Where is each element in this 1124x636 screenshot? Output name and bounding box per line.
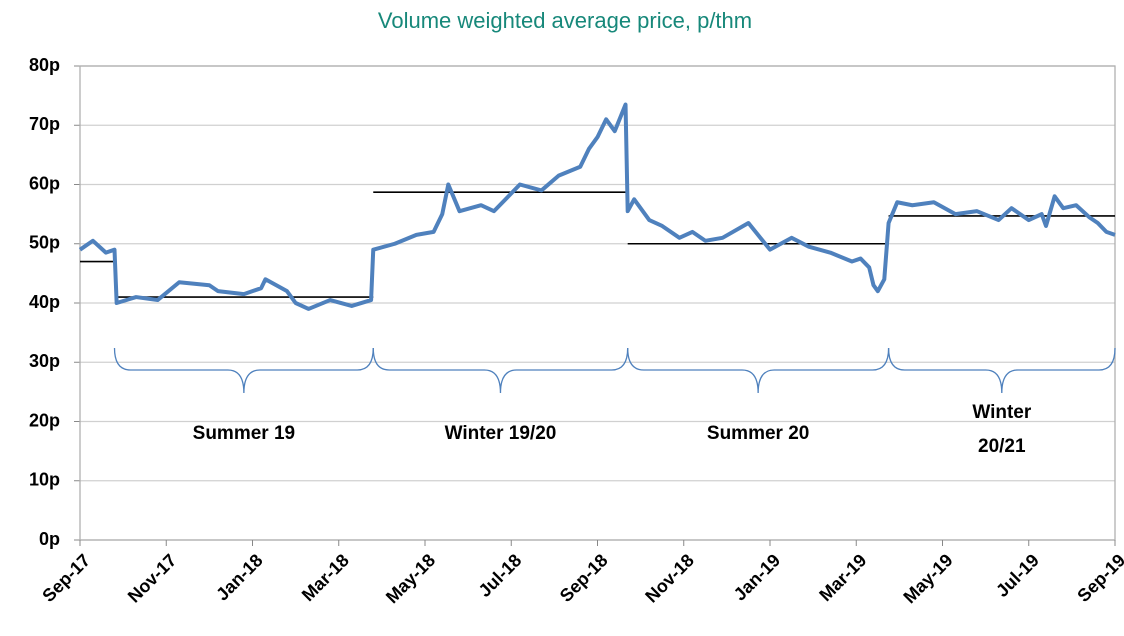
x-tick-label: Jul-19 bbox=[992, 550, 1043, 601]
period-brace bbox=[887, 347, 1116, 394]
x-tick-label: Mar-18 bbox=[298, 550, 353, 605]
y-tick-label: 20p bbox=[29, 410, 60, 430]
x-tick-label: Jan-18 bbox=[212, 550, 266, 604]
x-tick-label: Sep-17 bbox=[38, 550, 94, 606]
x-tick-label: Nov-18 bbox=[641, 550, 698, 607]
x-tick-label: Jan-19 bbox=[730, 550, 784, 604]
period-brace bbox=[372, 347, 629, 394]
period-label: Winter bbox=[972, 402, 1032, 423]
y-tick-label: 30p bbox=[29, 351, 60, 371]
chart-title: Volume weighted average price, p/thm bbox=[378, 8, 752, 33]
period-brace bbox=[627, 347, 890, 394]
period-label: 20/21 bbox=[978, 436, 1026, 457]
period-label: Summer 19 bbox=[193, 423, 295, 444]
y-tick-label: 80p bbox=[29, 55, 60, 75]
x-tick-label: Sep-19 bbox=[1073, 550, 1124, 606]
y-tick-label: 10p bbox=[29, 470, 60, 490]
x-tick-label: Jul-18 bbox=[475, 550, 526, 601]
y-tick-label: 0p bbox=[39, 529, 60, 549]
period-brace bbox=[113, 347, 374, 394]
y-tick-label: 70p bbox=[29, 114, 60, 134]
period-label: Winter 19/20 bbox=[445, 423, 557, 444]
period-label: Summer 20 bbox=[707, 423, 809, 444]
x-tick-label: Mar-19 bbox=[815, 550, 870, 605]
x-tick-label: Sep-18 bbox=[556, 550, 612, 606]
y-tick-label: 40p bbox=[29, 292, 60, 312]
x-tick-label: May-19 bbox=[899, 550, 956, 607]
x-tick-label: Nov-17 bbox=[124, 550, 181, 607]
price-line bbox=[78, 102, 1116, 311]
y-tick-label: 50p bbox=[29, 233, 60, 253]
x-tick-label: May-18 bbox=[382, 550, 439, 607]
y-tick-label: 60p bbox=[29, 173, 60, 193]
